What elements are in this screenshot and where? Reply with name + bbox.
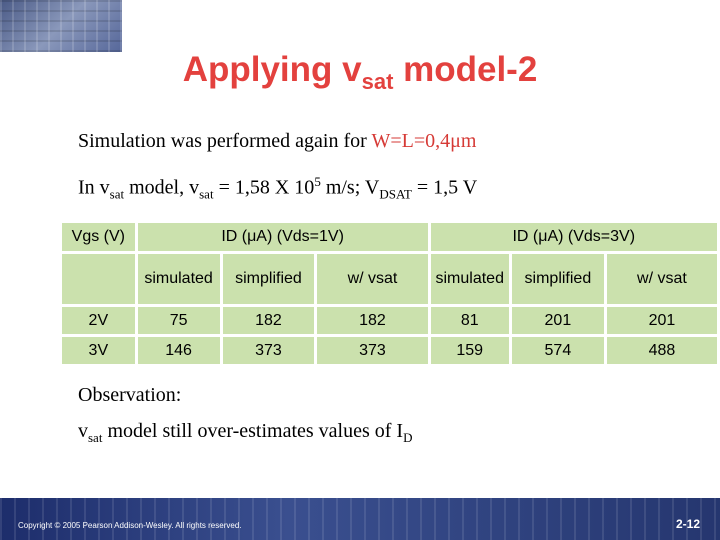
footer-bar [0, 498, 720, 540]
value-cell: 146 [137, 337, 220, 364]
value-cell: 574 [511, 337, 604, 364]
subheader-cell: simulated [430, 254, 509, 304]
subheader-cell: simplified [222, 254, 315, 304]
header-cell: ID (μA) (Vds=1V) [137, 223, 428, 251]
value-cell: 81 [430, 307, 509, 334]
value-cell: 182 [222, 307, 315, 334]
highlight: W=L=0,4μm [371, 130, 477, 152]
value-cell: 75 [137, 307, 220, 334]
value-cell: 182 [317, 307, 428, 334]
header-row: Vgs (V) ID (μA) (Vds=1V) ID (μA) (Vds=3V… [62, 223, 717, 251]
slide-title: Applying vsat model-2 [0, 50, 720, 95]
subscript: sat [88, 430, 103, 445]
subheader-cell: w/ vsat [606, 254, 717, 304]
subscript: DSAT [379, 186, 412, 202]
subscript: sat [109, 186, 125, 202]
text-line: In vsat model, vsat = 1,58 X 105 m/s; VD… [78, 174, 477, 203]
header-cell: ID (μA) (Vds=3V) [430, 223, 717, 251]
value-cell: 373 [317, 337, 428, 364]
header-cell: Vgs (V) [62, 223, 135, 251]
data-table: Vgs (V) ID (μA) (Vds=1V) ID (μA) (Vds=3V… [59, 220, 720, 367]
observation-heading: Observation: [78, 384, 182, 406]
empty-cell [62, 254, 135, 304]
decoration [0, 0, 122, 52]
value-cell: 159 [430, 337, 509, 364]
copyright: Copyright © 2005 Pearson Addison-Wesley.… [18, 521, 242, 530]
value-cell: 373 [222, 337, 315, 364]
text: m/s; V [320, 176, 380, 199]
subscript: sat [361, 69, 394, 94]
subscript: D [403, 430, 413, 445]
title-text: model-2 [393, 50, 538, 89]
subheader-row: simulated simplified w/ vsat simulated simpl… [62, 254, 717, 304]
text-line: vsat model still over-estimates values o… [78, 420, 412, 446]
text: v [78, 420, 88, 442]
text-line: Simulation was performed again for W=L=0… [78, 130, 476, 153]
row-label: 3V [62, 337, 135, 364]
text: = 1,5 V [411, 176, 478, 199]
data-row: 2V 75 182 182 81 201 201 [62, 307, 717, 334]
value-cell: 201 [606, 307, 717, 334]
text: = 1,58 X 10 [213, 176, 315, 199]
text: model, v [124, 176, 200, 199]
value-cell: 201 [511, 307, 604, 334]
superscript: 5 [314, 174, 321, 189]
subheader-cell: w/ vsat [317, 254, 428, 304]
page-number: 2-12 [675, 517, 700, 531]
text: model still over-estimates values of I [102, 420, 404, 442]
text: In v [78, 176, 110, 199]
subheader-cell: simulated [137, 254, 220, 304]
subscript: sat [199, 186, 214, 202]
value-cell: 488 [606, 337, 717, 364]
text-line: Observation: [78, 384, 181, 407]
row-label: 2V [62, 307, 135, 334]
subheader-cell: simplified [511, 254, 604, 304]
title-text: Applying v [182, 50, 362, 89]
data-row: 3V 146 373 373 159 574 488 [62, 337, 717, 364]
text: Simulation was performed again for [78, 130, 372, 152]
